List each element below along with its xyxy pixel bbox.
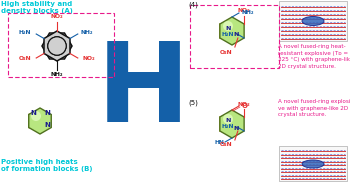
Polygon shape (42, 33, 72, 59)
Text: NO₂: NO₂ (238, 101, 251, 106)
Polygon shape (220, 17, 244, 45)
Text: H₂N: H₂N (19, 30, 32, 36)
Polygon shape (220, 110, 244, 138)
Text: High stability and: High stability and (1, 1, 72, 7)
Text: O: O (242, 103, 248, 109)
Text: Positive high heats: Positive high heats (1, 159, 78, 165)
Polygon shape (29, 108, 51, 134)
Text: HN: HN (214, 139, 224, 145)
Polygon shape (44, 31, 70, 61)
Text: (5): (5) (188, 99, 198, 105)
Text: N: N (225, 119, 231, 123)
Text: density blocks (A): density blocks (A) (1, 8, 73, 14)
Text: O₂N: O₂N (219, 50, 232, 54)
Ellipse shape (302, 16, 324, 26)
Circle shape (31, 111, 41, 121)
Text: (4): (4) (188, 1, 198, 8)
Text: N: N (44, 110, 50, 116)
Text: NH₂: NH₂ (242, 11, 254, 15)
Text: NO₂: NO₂ (51, 15, 63, 19)
Text: N: N (30, 110, 36, 116)
Text: H₂N: H₂N (222, 125, 235, 129)
Text: O₂N: O₂N (219, 143, 232, 147)
Polygon shape (220, 115, 238, 133)
Circle shape (223, 114, 233, 124)
Ellipse shape (302, 160, 324, 168)
Bar (279, 1, 347, 41)
Circle shape (223, 21, 233, 31)
Polygon shape (29, 112, 47, 129)
Text: N: N (225, 26, 231, 30)
Text: of formation blocks (B): of formation blocks (B) (1, 166, 92, 172)
Text: NO₂: NO₂ (238, 9, 251, 13)
Text: NH₂: NH₂ (80, 30, 93, 36)
Polygon shape (220, 22, 238, 40)
Text: O₂N: O₂N (19, 57, 32, 61)
Text: H₂N: H₂N (222, 32, 235, 36)
Text: N: N (233, 33, 239, 37)
Text: NH₂: NH₂ (51, 73, 63, 77)
Text: NO₂: NO₂ (83, 57, 95, 61)
Bar (279, 146, 347, 181)
Text: N: N (233, 125, 239, 130)
Text: N: N (45, 122, 51, 128)
Text: A novel fused-ring heat-
resistant explosive (Tᴅ =
325 °C) with graphene-like
2D: A novel fused-ring heat- resistant explo… (278, 44, 350, 69)
Text: A novel fused-ring explosi-
ve with graphene-like 2D
crystal structure.: A novel fused-ring explosi- ve with grap… (278, 99, 350, 117)
Text: H: H (97, 39, 190, 146)
